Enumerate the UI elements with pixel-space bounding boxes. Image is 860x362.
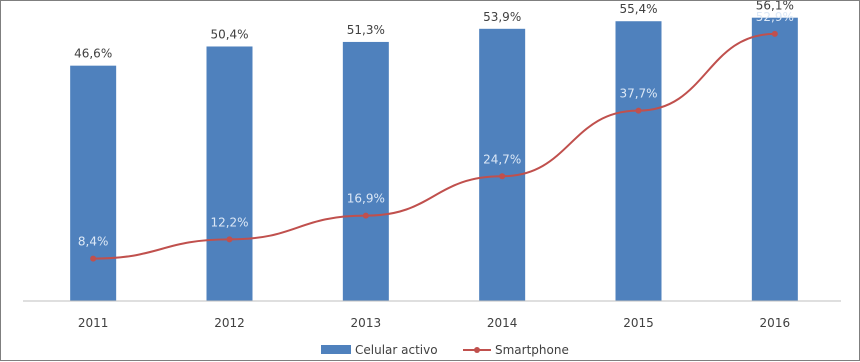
bar-label-2014: 53,9% <box>483 10 521 24</box>
point-smartphone-2014 <box>499 173 506 180</box>
bar-celular-activo-2012 <box>206 46 253 302</box>
bar-label-2013: 51,3% <box>347 23 385 37</box>
point-smartphone-2011 <box>90 255 97 262</box>
bar-label-2016: 56,1% <box>756 1 794 13</box>
point-label-2011: 8,4% <box>78 235 109 249</box>
bar-celular-activo-2011 <box>70 65 117 301</box>
point-label-2015: 37,7% <box>619 87 657 101</box>
point-smartphone-2013 <box>362 212 369 219</box>
bar-celular-activo-2014 <box>479 28 526 302</box>
line-smartphone <box>93 32 775 260</box>
legend-label-smartphone: Smartphone <box>495 343 569 357</box>
legend-marker-smartphone <box>474 347 480 353</box>
bar-celular-activo-2013 <box>342 41 389 302</box>
x-tick-2014: 2014 <box>487 316 518 330</box>
x-tick-2013: 2013 <box>351 316 382 330</box>
point-smartphone-2015 <box>635 107 642 114</box>
x-tick-2011: 2011 <box>78 316 109 330</box>
bar-label-2012: 50,4% <box>210 27 248 41</box>
bar-label-2011: 46,6% <box>74 47 112 61</box>
point-label-2014: 24,7% <box>483 152 521 166</box>
x-tick-2016: 2016 <box>760 316 791 330</box>
legend-swatch-celular-activo <box>321 345 351 354</box>
legend-label-celular-activo: Celular activo <box>355 343 438 357</box>
point-label-2012: 12,2% <box>210 215 248 229</box>
point-label-2016: 52,9% <box>756 10 794 24</box>
bar-celular-activo-2015 <box>615 21 662 301</box>
point-smartphone-2012 <box>226 236 233 243</box>
bar-celular-activo-2016 <box>751 17 798 301</box>
point-smartphone-2016 <box>771 30 778 37</box>
x-tick-2012: 2012 <box>214 316 245 330</box>
x-tick-2015: 2015 <box>623 316 654 330</box>
bar-label-2015: 55,4% <box>619 2 657 16</box>
point-label-2013: 16,9% <box>347 192 385 206</box>
